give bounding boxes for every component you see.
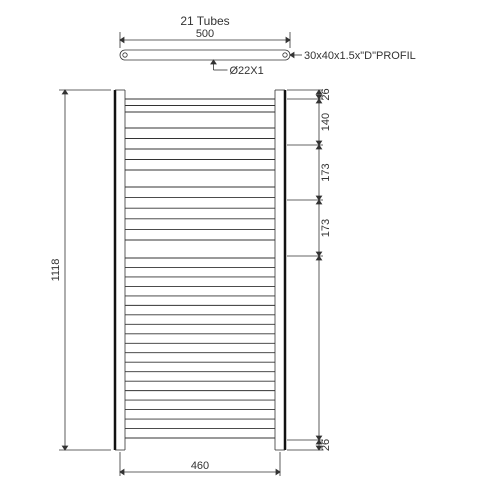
section-dim-label: 173: [320, 219, 332, 237]
section-dim-label: 26: [320, 439, 332, 451]
dim-label: 460: [191, 460, 209, 472]
section-dim-label: 140: [320, 113, 332, 131]
dim-label: 500: [196, 28, 214, 40]
profile-spec-label: 30x40x1.5x"D"PROFIL: [304, 50, 416, 62]
height-dim-label: 1118: [50, 259, 62, 282]
top-profile-bar: [120, 50, 290, 60]
tube-spec-label: Ø22X1: [230, 65, 264, 77]
technical-drawing: 21 Tubes500 30x40x1.5x"D"PROFIL Ø22X1 1118 2…: [0, 0, 500, 500]
tubes-count-label: 21 Tubes: [180, 14, 229, 28]
section-dim-label: 173: [320, 163, 332, 181]
section-dim-label: 26: [320, 88, 332, 100]
